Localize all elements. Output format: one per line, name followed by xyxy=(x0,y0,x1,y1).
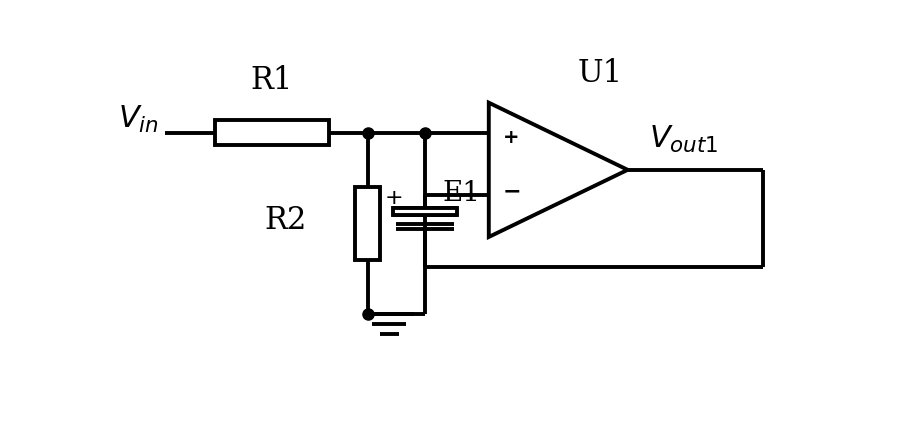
Text: R1: R1 xyxy=(250,65,293,96)
Bar xyxy=(356,187,380,260)
Bar xyxy=(392,208,457,215)
Text: +: + xyxy=(503,129,519,147)
Text: −: − xyxy=(503,182,522,201)
Text: $V_{out1}$: $V_{out1}$ xyxy=(649,124,719,155)
Text: R2: R2 xyxy=(265,204,307,236)
Bar xyxy=(215,120,329,146)
Polygon shape xyxy=(489,102,628,237)
Text: U1: U1 xyxy=(578,58,623,89)
Text: $V_{in}$: $V_{in}$ xyxy=(119,104,159,135)
Text: +: + xyxy=(385,188,403,208)
Text: E1: E1 xyxy=(443,180,481,207)
